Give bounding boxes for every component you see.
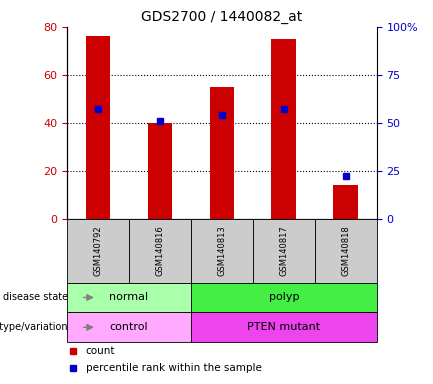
Bar xyxy=(86,36,110,218)
Text: GSM140816: GSM140816 xyxy=(155,225,165,276)
Bar xyxy=(191,218,253,283)
Text: PTEN mutant: PTEN mutant xyxy=(247,322,320,332)
Bar xyxy=(315,218,377,283)
Bar xyxy=(191,283,377,313)
Text: GSM140817: GSM140817 xyxy=(279,225,288,276)
Text: percentile rank within the sample: percentile rank within the sample xyxy=(86,363,262,373)
Bar xyxy=(67,283,191,313)
Bar xyxy=(253,218,315,283)
Text: polyp: polyp xyxy=(268,293,299,303)
Bar xyxy=(210,87,234,218)
Text: GSM140818: GSM140818 xyxy=(341,225,350,276)
Bar xyxy=(191,313,377,342)
Bar xyxy=(271,39,296,218)
Bar xyxy=(67,218,129,283)
Bar xyxy=(129,218,191,283)
Bar xyxy=(67,313,191,342)
Title: GDS2700 / 1440082_at: GDS2700 / 1440082_at xyxy=(141,10,303,25)
Text: count: count xyxy=(86,346,115,356)
Text: normal: normal xyxy=(110,293,149,303)
Text: disease state: disease state xyxy=(3,293,68,303)
Text: GSM140813: GSM140813 xyxy=(217,225,226,276)
Bar xyxy=(333,185,358,218)
Text: control: control xyxy=(110,322,149,332)
Bar xyxy=(148,123,172,218)
Text: GSM140792: GSM140792 xyxy=(94,225,103,276)
Text: genotype/variation: genotype/variation xyxy=(0,322,68,332)
